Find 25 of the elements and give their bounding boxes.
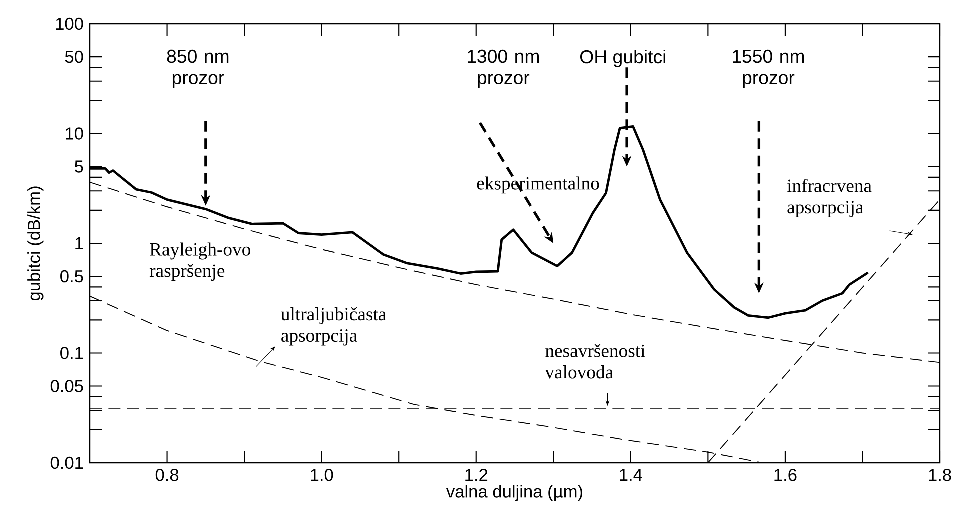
x-tick-label: 1.6 bbox=[774, 469, 797, 482]
annotation: 1300 nm prozor bbox=[468, 50, 540, 88]
y-tick-label: 0.1 bbox=[60, 347, 84, 360]
series-label: ultraljubičasta apsorpcija bbox=[281, 308, 386, 346]
y-tick-label: 100 bbox=[56, 18, 84, 30]
annotation: 1550 nm prozor bbox=[733, 50, 804, 88]
y-tick-label: 50 bbox=[65, 50, 84, 64]
y-tick-label: 0.01 bbox=[50, 456, 84, 470]
annotation: 850 nm prozor bbox=[167, 50, 229, 88]
x-tick-label: 1.2 bbox=[466, 469, 488, 482]
x-tick-label: 1.4 bbox=[620, 469, 642, 481]
series-label: Rayleigh-ovo raspršenje bbox=[150, 242, 250, 282]
y-tick-label: 0.05 bbox=[50, 380, 84, 392]
y-tick-label: 0.5 bbox=[60, 270, 84, 283]
y-tick-label: 10 bbox=[66, 128, 84, 140]
x-tick-label: 0.8 bbox=[156, 469, 179, 482]
x-tick-label: 1.8 bbox=[929, 469, 952, 482]
y-axis-title: gubitci (dB/km) bbox=[28, 186, 44, 301]
y-tick-label: 1 bbox=[76, 238, 84, 250]
y-tick-label: 5 bbox=[75, 160, 84, 173]
series-label: nesavršenosti valovoda bbox=[545, 344, 646, 379]
x-axis-title: valna duljina (µm) bbox=[446, 485, 582, 502]
x-tick-label: 1.0 bbox=[311, 469, 334, 482]
text: infracrvena apsorpcija bbox=[787, 179, 872, 218]
annotation: OH gubitci bbox=[580, 50, 666, 68]
